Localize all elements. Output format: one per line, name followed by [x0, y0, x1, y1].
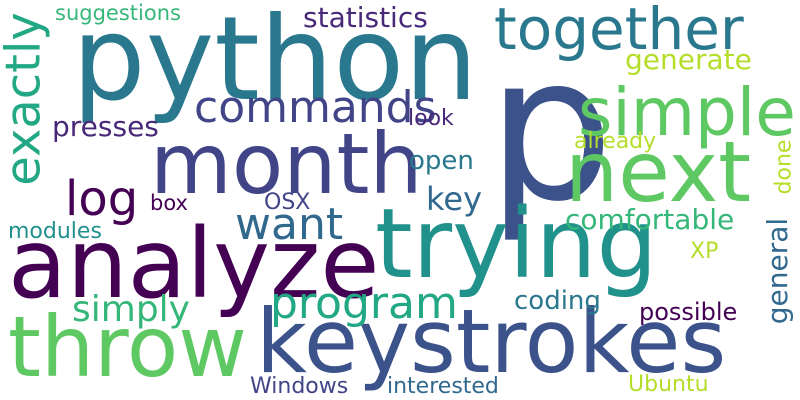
word-interested: interested — [387, 374, 499, 399]
word-log: log — [65, 171, 139, 227]
word-statistics: statistics — [303, 1, 428, 34]
word-keystrokes: keystrokes — [256, 290, 727, 393]
word-box: box — [150, 191, 188, 215]
word-analyze: analyze — [8, 208, 380, 320]
word-possible: possible — [639, 298, 738, 326]
word-p: p — [487, 13, 614, 246]
word-suggestions: suggestions — [55, 1, 181, 25]
word-next: next — [565, 123, 752, 221]
word-open: open — [409, 146, 474, 176]
word-osx: OSX — [264, 190, 311, 215]
word-month: month — [150, 115, 423, 213]
word-coding: coding — [514, 286, 601, 316]
word-already: already — [574, 129, 657, 154]
word-simple: simple — [578, 74, 796, 151]
word-ubuntu: Ubuntu — [628, 372, 709, 397]
word-together: together — [494, 0, 744, 63]
word-comfortable: comfortable — [565, 203, 735, 236]
word-general: general — [761, 217, 795, 325]
word-commands: commands — [194, 82, 437, 133]
word-simply: simply — [72, 289, 190, 330]
word-xp: XP — [690, 239, 719, 264]
word-generate: generate — [625, 43, 752, 76]
word-key: key — [426, 180, 483, 218]
word-look: look — [408, 106, 454, 131]
word-done: done — [771, 139, 797, 195]
word-trying: trying — [375, 188, 658, 300]
word-modules: modules — [8, 219, 102, 244]
word-program: program — [270, 278, 458, 329]
word-python: python — [72, 0, 478, 127]
word-throw: throw — [8, 298, 247, 396]
word-want: want — [235, 199, 344, 250]
word-exactly: exactly — [0, 12, 52, 186]
word-windows: Windows — [250, 374, 349, 399]
word-presses: presses — [52, 110, 159, 143]
